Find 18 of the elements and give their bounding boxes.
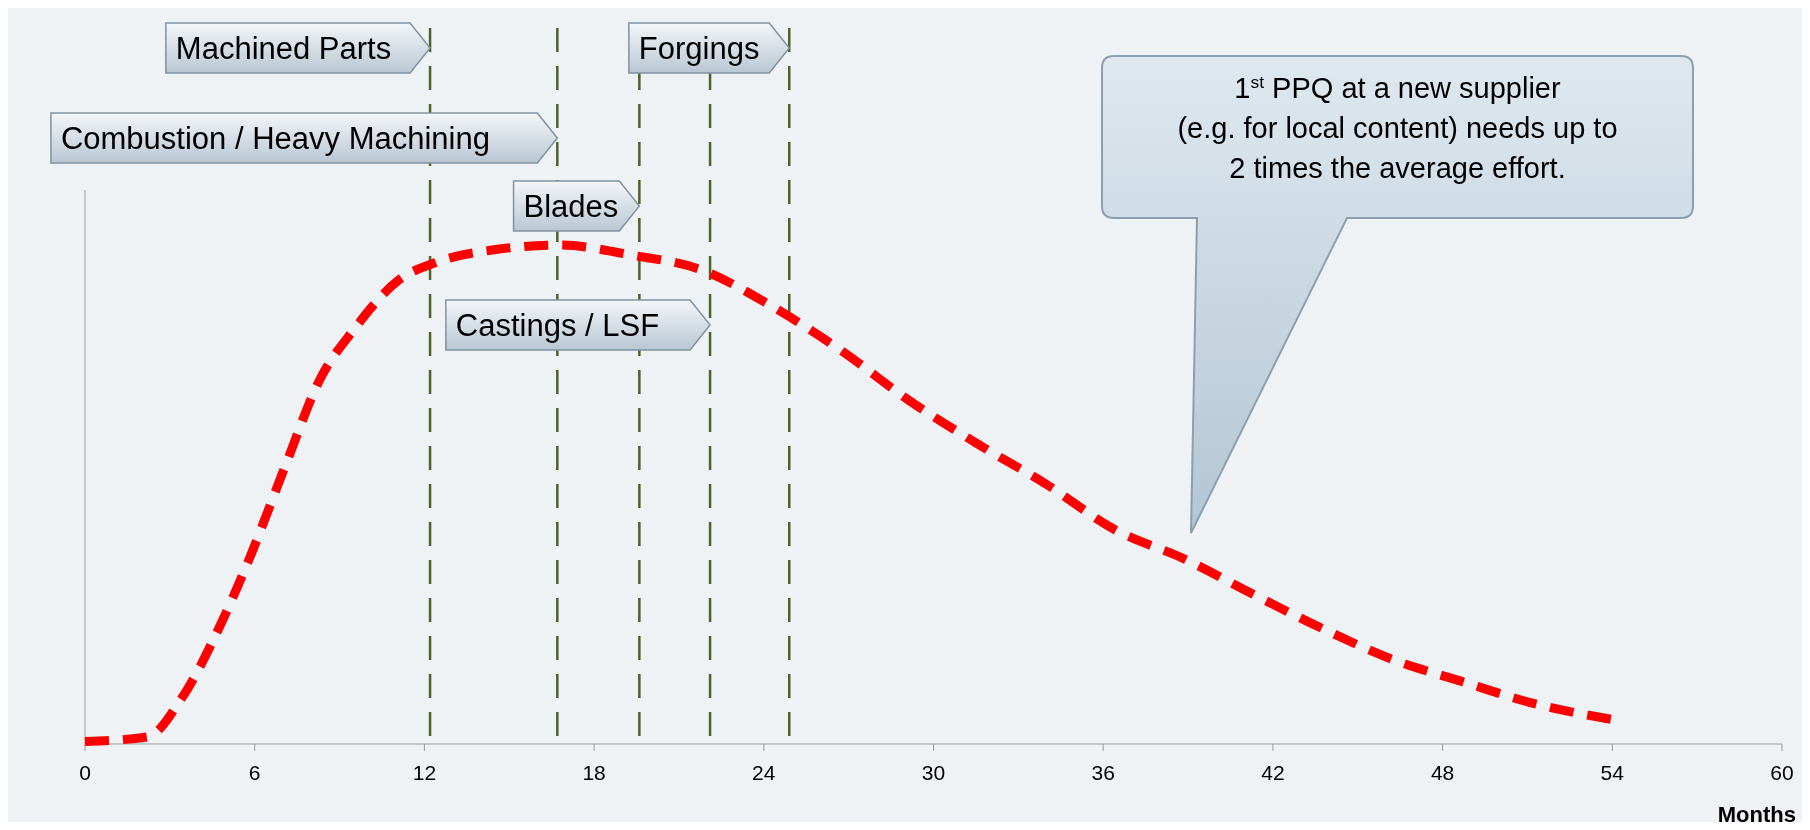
x-tick-label: 0 — [79, 761, 91, 784]
x-tick-label: 42 — [1261, 761, 1285, 784]
ref-line-label: Combustion / Heavy Machining — [60, 121, 490, 156]
x-tick-label: 48 — [1430, 761, 1455, 784]
ref-line-label: Machined Parts — [175, 31, 392, 66]
ref-line-label: Castings / LSF — [455, 308, 660, 343]
x-tick-label: 12 — [412, 761, 437, 784]
x-tick-label: 24 — [752, 761, 776, 784]
x-tick-label: 54 — [1600, 761, 1625, 784]
text: 1$^{st}$ PPQ at a new supplier (e.g. for local content) needs up to 2 times the average effort. — [1177, 72, 1618, 184]
x-axis-title: Months — [1717, 802, 1796, 827]
x-tick-label: 18 — [582, 761, 606, 784]
ref-line-label: Blades — [523, 189, 619, 224]
x-tick-label: 60 — [1770, 761, 1794, 784]
x-tick-label: 30 — [921, 761, 946, 784]
x-tick-label: 36 — [1091, 761, 1115, 784]
x-tick-label: 6 — [248, 761, 261, 784]
ref-line-label: Forgings — [638, 31, 760, 66]
